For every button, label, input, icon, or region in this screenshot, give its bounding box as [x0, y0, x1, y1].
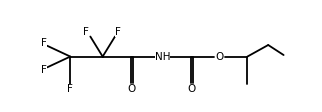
Text: O: O	[128, 84, 136, 94]
Text: NH: NH	[155, 52, 170, 62]
Text: F: F	[115, 27, 121, 37]
Text: O: O	[215, 52, 224, 62]
Text: F: F	[67, 84, 73, 94]
Text: O: O	[188, 84, 196, 94]
Text: F: F	[41, 65, 47, 75]
Text: F: F	[41, 38, 47, 48]
Text: F: F	[83, 27, 89, 37]
